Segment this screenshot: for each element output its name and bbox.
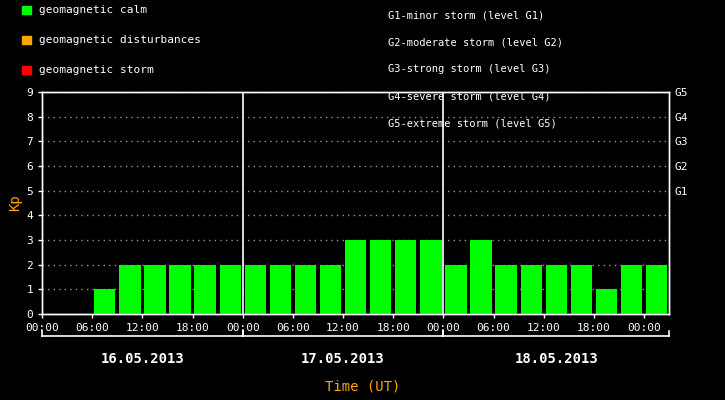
Bar <box>295 265 316 314</box>
Bar <box>244 265 266 314</box>
Text: geomagnetic calm: geomagnetic calm <box>38 5 146 15</box>
Bar <box>94 289 115 314</box>
Bar <box>495 265 517 314</box>
Bar <box>420 240 442 314</box>
Bar <box>119 265 141 314</box>
Bar <box>571 265 592 314</box>
Text: geomagnetic disturbances: geomagnetic disturbances <box>38 35 201 45</box>
Text: 18.05.2013: 18.05.2013 <box>515 352 598 366</box>
Bar <box>445 265 467 314</box>
Text: G4-severe storm (level G4): G4-severe storm (level G4) <box>388 92 550 102</box>
Bar <box>521 265 542 314</box>
Text: G2-moderate storm (level G2): G2-moderate storm (level G2) <box>388 37 563 47</box>
Text: G1-minor storm (level G1): G1-minor storm (level G1) <box>388 10 544 20</box>
Y-axis label: Kp: Kp <box>8 195 22 211</box>
Bar <box>370 240 392 314</box>
Bar <box>144 265 165 314</box>
Bar <box>194 265 216 314</box>
Bar <box>170 265 191 314</box>
Bar <box>596 289 617 314</box>
Text: Time (UT): Time (UT) <box>325 380 400 394</box>
Text: 17.05.2013: 17.05.2013 <box>301 352 385 366</box>
Text: geomagnetic storm: geomagnetic storm <box>38 65 153 75</box>
Bar <box>646 265 667 314</box>
Bar <box>345 240 366 314</box>
Text: 16.05.2013: 16.05.2013 <box>101 352 184 366</box>
Bar <box>395 240 416 314</box>
Bar <box>220 265 241 314</box>
Bar <box>546 265 567 314</box>
Bar <box>471 240 492 314</box>
Bar <box>270 265 291 314</box>
Text: G5-extreme storm (level G5): G5-extreme storm (level G5) <box>388 119 557 129</box>
Text: G3-strong storm (level G3): G3-strong storm (level G3) <box>388 64 550 74</box>
Bar <box>320 265 341 314</box>
Bar <box>621 265 642 314</box>
